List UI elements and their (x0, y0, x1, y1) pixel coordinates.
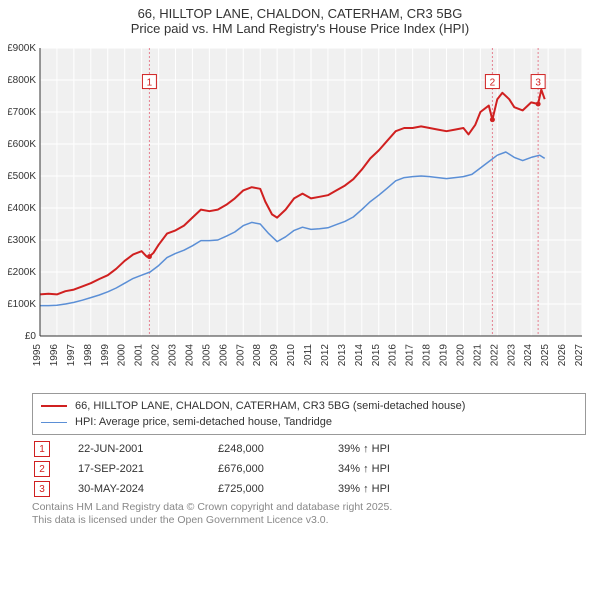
svg-text:1999: 1999 (100, 344, 111, 367)
svg-text:2016: 2016 (388, 344, 399, 367)
svg-text:2021: 2021 (472, 344, 483, 367)
svg-text:£900K: £900K (8, 43, 36, 54)
sale-marker-badge: 3 (34, 481, 50, 497)
sale-marker-badge: 2 (34, 461, 50, 477)
svg-text:2007: 2007 (235, 344, 246, 367)
svg-text:2011: 2011 (303, 344, 314, 366)
svg-text:£100K: £100K (8, 299, 36, 310)
sale-price: £725,000 (218, 483, 338, 495)
sale-date: 17-SEP-2021 (78, 463, 218, 475)
svg-text:2000: 2000 (117, 344, 128, 367)
svg-text:2027: 2027 (574, 344, 585, 367)
svg-text:£300K: £300K (8, 235, 36, 246)
svg-text:£800K: £800K (8, 75, 36, 86)
svg-text:2018: 2018 (422, 344, 433, 367)
svg-text:2008: 2008 (252, 344, 263, 367)
svg-text:2002: 2002 (151, 344, 162, 367)
attribution: Contains HM Land Registry data © Crown c… (32, 501, 586, 527)
title-line-2: Price paid vs. HM Land Registry's House … (0, 21, 600, 36)
svg-text:£200K: £200K (8, 267, 36, 278)
sale-pct-vs-hpi: 39% ↑ HPI (338, 443, 458, 455)
svg-text:2019: 2019 (439, 344, 450, 367)
svg-text:2006: 2006 (218, 344, 229, 367)
svg-text:2025: 2025 (540, 344, 551, 367)
svg-text:2010: 2010 (286, 344, 297, 367)
sale-pct-vs-hpi: 34% ↑ HPI (338, 463, 458, 475)
svg-text:£600K: £600K (8, 139, 36, 150)
sale-date: 30-MAY-2024 (78, 483, 218, 495)
price-chart-svg: £0 £100K £200K £300K £400K £500K £600K £700K £80… (8, 42, 592, 382)
svg-text:1998: 1998 (83, 344, 94, 367)
svg-text:2017: 2017 (405, 344, 416, 367)
table-row: 2 17-SEP-2021 £676,000 34% ↑ HPI (32, 459, 586, 479)
legend-label-hpi: HPI: Average price, semi-detached house,… (75, 414, 332, 430)
svg-text:2012: 2012 (320, 344, 331, 367)
sale-date: 22-JUN-2001 (78, 443, 218, 455)
svg-text:£400K: £400K (8, 203, 36, 214)
legend-label-price-paid: 66, HILLTOP LANE, CHALDON, CATERHAM, CR3… (75, 398, 465, 414)
svg-text:2005: 2005 (201, 344, 212, 367)
table-row: 1 22-JUN-2001 £248,000 39% ↑ HPI (32, 439, 586, 459)
svg-text:2004: 2004 (184, 344, 195, 367)
chart-area: £0 £100K £200K £300K £400K £500K £600K £700K £80… (8, 42, 592, 385)
sale-price: £676,000 (218, 463, 338, 475)
sale-price: £248,000 (218, 443, 338, 455)
sales-table: 1 22-JUN-2001 £248,000 39% ↑ HPI 2 17-SE… (32, 439, 586, 499)
svg-text:3: 3 (535, 78, 541, 89)
legend-row-price-paid: 66, HILLTOP LANE, CHALDON, CATERHAM, CR3… (41, 398, 577, 414)
sale-marker-badge: 1 (34, 441, 50, 457)
svg-text:1995: 1995 (32, 344, 43, 367)
svg-text:2001: 2001 (134, 344, 145, 367)
svg-text:1: 1 (147, 78, 153, 89)
svg-text:2015: 2015 (371, 344, 382, 367)
sale-pct-vs-hpi: 39% ↑ HPI (338, 483, 458, 495)
attribution-line-1: Contains HM Land Registry data © Crown c… (32, 501, 586, 514)
svg-text:2003: 2003 (168, 344, 179, 367)
attribution-line-2: This data is licensed under the Open Gov… (32, 514, 586, 527)
legend-swatch-hpi (41, 422, 67, 423)
svg-text:2014: 2014 (354, 344, 365, 367)
svg-text:2020: 2020 (455, 344, 466, 367)
svg-text:£700K: £700K (8, 107, 36, 118)
legend-row-hpi: HPI: Average price, semi-detached house,… (41, 414, 577, 430)
svg-text:2013: 2013 (337, 344, 348, 367)
svg-text:1996: 1996 (49, 344, 60, 367)
legend: 66, HILLTOP LANE, CHALDON, CATERHAM, CR3… (32, 393, 586, 435)
svg-text:2022: 2022 (489, 344, 500, 367)
svg-text:1997: 1997 (66, 344, 77, 367)
svg-text:2: 2 (490, 78, 496, 89)
legend-swatch-price-paid (41, 405, 67, 407)
title-line-1: 66, HILLTOP LANE, CHALDON, CATERHAM, CR3… (0, 6, 600, 21)
svg-text:2023: 2023 (506, 344, 517, 367)
svg-text:2026: 2026 (557, 344, 568, 367)
svg-text:2024: 2024 (523, 344, 534, 367)
table-row: 3 30-MAY-2024 £725,000 39% ↑ HPI (32, 479, 586, 499)
svg-text:£0: £0 (25, 331, 37, 342)
svg-text:2009: 2009 (269, 344, 280, 367)
svg-text:£500K: £500K (8, 171, 36, 182)
chart-title: 66, HILLTOP LANE, CHALDON, CATERHAM, CR3… (0, 0, 600, 36)
